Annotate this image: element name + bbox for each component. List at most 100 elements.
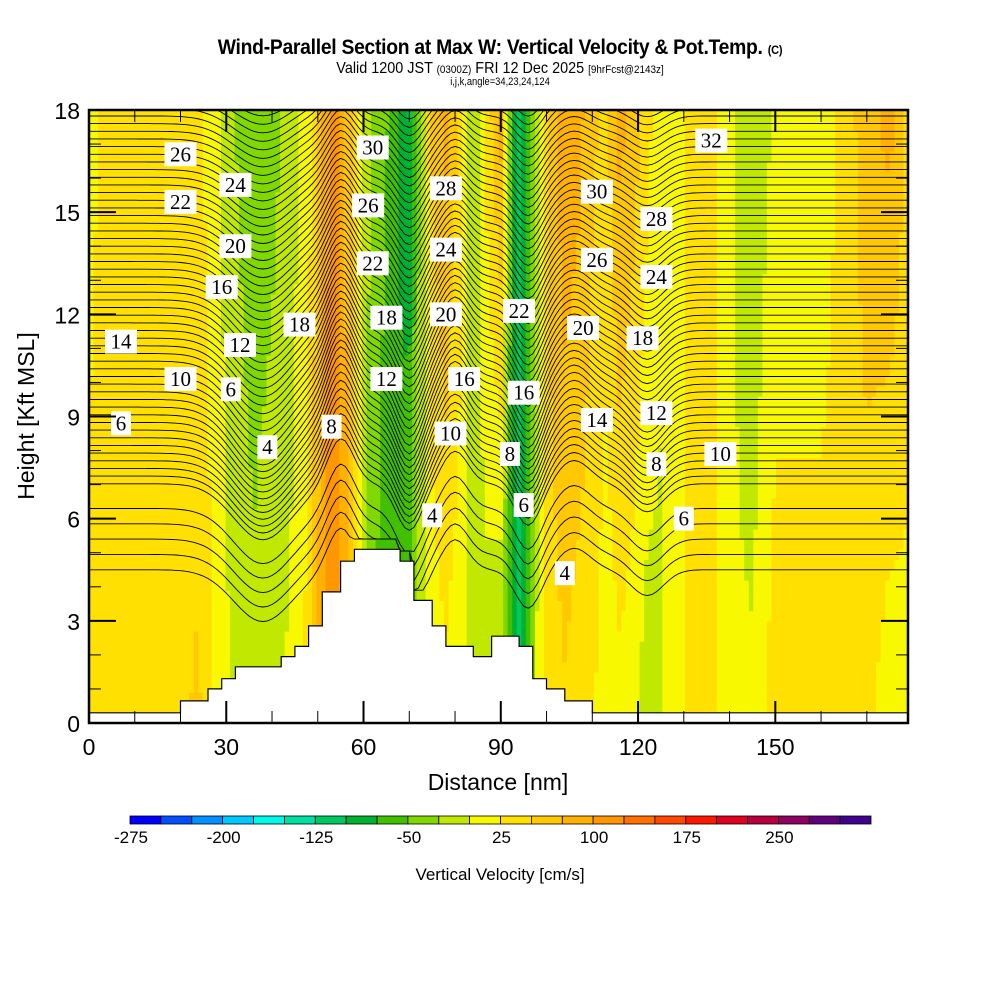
- velocity-cell: [685, 661, 718, 673]
- velocity-cell: [548, 253, 563, 264]
- colorbar-swatch: [407, 815, 440, 825]
- velocity-cell: [398, 242, 413, 254]
- velocity-cell: [421, 263, 427, 275]
- velocity-cell: [757, 477, 777, 489]
- velocity-cell: [89, 426, 208, 438]
- isentrope-label-text: 6: [116, 411, 127, 435]
- velocity-cell: [594, 702, 641, 714]
- velocity-cell: [339, 293, 345, 305]
- velocity-cell: [544, 150, 550, 162]
- velocity-cell: [534, 467, 540, 479]
- velocity-cell: [498, 273, 504, 285]
- velocity-cell: [207, 467, 227, 479]
- colorbar-tick-label: 250: [765, 828, 793, 847]
- velocity-cell: [562, 631, 568, 642]
- velocity-cell: [89, 620, 213, 632]
- velocity-cell: [525, 324, 531, 336]
- velocity-cell: [530, 130, 536, 142]
- velocity-cell: [225, 518, 290, 530]
- velocity-cell: [89, 406, 208, 418]
- velocity-cell: [366, 488, 381, 499]
- velocity-cell: [453, 559, 468, 571]
- velocity-cell: [439, 293, 454, 305]
- velocity-cell: [398, 110, 409, 121]
- velocity-cell: [211, 610, 231, 622]
- velocity-cell: [489, 110, 500, 121]
- velocity-cell: [362, 406, 368, 418]
- velocity-cell: [862, 365, 891, 377]
- velocity-cell: [312, 447, 322, 458]
- isentrope-line: [89, 54, 908, 108]
- velocity-cell: [757, 406, 827, 418]
- velocity-cell: [225, 539, 290, 550]
- velocity-cell: [321, 436, 327, 448]
- velocity-cell: [525, 212, 531, 223]
- velocity-cell: [685, 212, 718, 223]
- velocity-cell: [325, 375, 340, 387]
- x-tick-label: 0: [83, 734, 96, 760]
- velocity-cell: [416, 161, 422, 172]
- velocity-cell: [466, 600, 504, 612]
- velocity-cell: [425, 293, 431, 305]
- velocity-cell: [307, 345, 318, 356]
- velocity-cell: [771, 539, 905, 550]
- velocity-cell: [357, 273, 363, 285]
- velocity-cell: [616, 324, 627, 336]
- velocity-cell: [594, 202, 613, 213]
- velocity-cell: [835, 222, 859, 234]
- velocity-cell: [298, 181, 313, 193]
- velocity-cell: [621, 385, 641, 397]
- velocity-cell: [425, 202, 431, 213]
- velocity-cell: [293, 406, 308, 418]
- velocity-cell: [325, 396, 340, 407]
- velocity-cell: [639, 140, 650, 152]
- velocity-cell: [484, 181, 495, 193]
- velocity-cell: [534, 130, 540, 142]
- velocity-cell: [512, 610, 518, 622]
- velocity-cell: [735, 242, 768, 254]
- velocity-cell: [635, 191, 650, 203]
- velocity-cell: [525, 232, 531, 244]
- velocity-cell: [512, 518, 518, 530]
- velocity-cell: [89, 120, 99, 131]
- velocity-cell: [489, 242, 500, 254]
- velocity-cell: [544, 477, 554, 489]
- velocity-cell: [562, 651, 568, 663]
- velocity-cell: [757, 426, 823, 438]
- isentrope-line: [89, 388, 908, 500]
- velocity-cell: [348, 508, 354, 520]
- velocity-cell: [211, 631, 231, 642]
- velocity-cell: [685, 467, 718, 479]
- velocity-cell: [89, 508, 213, 520]
- velocity-cell: [516, 120, 522, 131]
- isentrope-label: 24: [640, 264, 673, 289]
- velocity-cell: [339, 212, 345, 223]
- velocity-cell: [507, 528, 513, 540]
- velocity-cell: [425, 130, 431, 142]
- velocity-cell: [466, 610, 504, 622]
- velocity-cell: [339, 140, 345, 152]
- velocity-cell: [644, 590, 663, 601]
- velocity-cell: [716, 641, 768, 653]
- velocity-cell: [443, 355, 450, 366]
- velocity-cell: [443, 130, 450, 142]
- velocity-cell: [616, 375, 622, 387]
- velocity-cell: [312, 549, 318, 561]
- velocity-cell: [530, 416, 536, 428]
- velocity-cell: [425, 477, 431, 489]
- velocity-cell: [439, 590, 449, 601]
- velocity-cell: [321, 314, 327, 326]
- velocity-cell: [480, 304, 490, 315]
- colorbar-tick-label: -50: [397, 828, 422, 847]
- velocity-cell: [598, 110, 609, 121]
- velocity-cell: [193, 631, 199, 642]
- velocity-cell: [275, 263, 299, 275]
- velocity-cell: [312, 580, 318, 591]
- velocity-cell: [484, 467, 504, 479]
- velocity-cell: [416, 263, 422, 275]
- velocity-cell: [716, 600, 750, 612]
- velocity-cell: [525, 283, 531, 295]
- velocity-cell: [416, 406, 427, 418]
- velocity-cell: [607, 457, 636, 469]
